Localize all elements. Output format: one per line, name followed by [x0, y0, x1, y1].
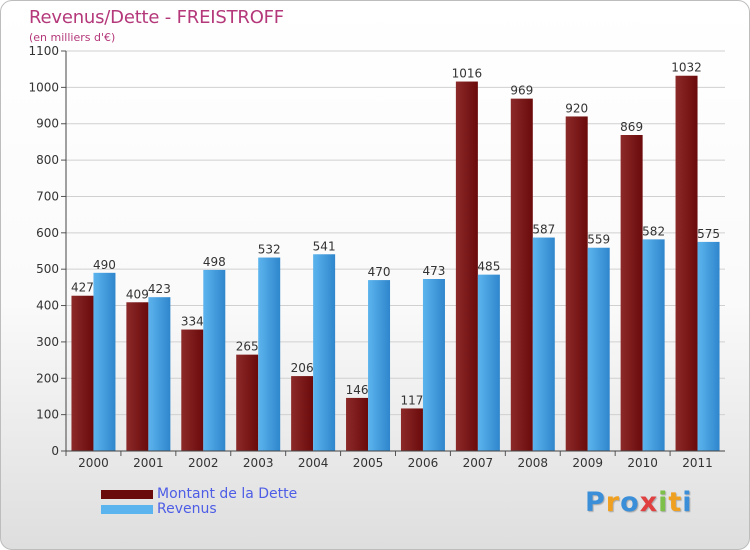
y-tick-label: 700: [36, 189, 59, 203]
logo-letter: i: [658, 487, 669, 518]
bar-revenus: [477, 274, 500, 451]
bars: [71, 75, 720, 452]
x-tick-label: 2002: [188, 456, 219, 470]
data-label: 334: [181, 315, 204, 329]
logo-letter: t: [668, 487, 683, 518]
data-label: 1016: [452, 67, 483, 81]
x-tick-label: 2010: [627, 456, 658, 470]
data-label: 117: [401, 393, 424, 407]
x-tick-label: 2005: [353, 456, 384, 470]
y-tick-label: 100: [36, 408, 59, 422]
y-tick-label: 1000: [28, 80, 59, 94]
bar-revenus: [587, 247, 610, 451]
bar-revenus: [532, 237, 555, 451]
legend-swatch-dette: [101, 490, 153, 499]
bar-dette: [565, 116, 588, 452]
bar-dette: [126, 302, 149, 451]
x-tick-label: 2009: [572, 456, 603, 470]
y-axis-ticks: 0 100 200 300 400 500 600 700 800 900 1000 1100: [28, 44, 66, 458]
logo-letter: x: [639, 487, 659, 518]
data-label: 423: [148, 282, 171, 296]
data-label: 265: [236, 340, 259, 354]
bar-dette: [236, 354, 259, 451]
bar-dette: [400, 408, 423, 451]
bar-dette: [510, 98, 533, 452]
proxiti-logo: Proxiti: [585, 487, 693, 518]
logo-letter: P: [585, 487, 606, 518]
data-label: 470: [368, 265, 391, 279]
bar-dette: [346, 397, 369, 451]
data-label: 206: [291, 361, 314, 375]
data-label: 575: [697, 227, 720, 241]
y-tick-label: 300: [36, 335, 59, 349]
data-label: 490: [93, 258, 116, 272]
data-labels: 427 490 409 423 334 498 265 532 206 541 146 470 117 4…: [71, 61, 720, 408]
data-label: 409: [126, 287, 149, 301]
bar-dette: [291, 376, 314, 451]
y-tick-label: 500: [36, 262, 59, 276]
grid-lines: [66, 50, 725, 452]
legend-swatch-revenus: [101, 505, 153, 514]
x-tick-label: 2008: [518, 456, 549, 470]
y-tick-label: 0: [51, 444, 59, 458]
data-label: 498: [203, 255, 226, 269]
axes: [65, 51, 725, 452]
bar-revenus: [642, 239, 665, 451]
bar-revenus: [258, 257, 281, 451]
data-label: 1032: [671, 61, 702, 75]
bar-revenus: [697, 241, 720, 451]
data-label: 541: [313, 239, 336, 253]
y-tick-label: 200: [36, 371, 59, 385]
y-tick-label: 1100: [28, 44, 59, 58]
x-tick-label: 2007: [463, 456, 494, 470]
data-label: 146: [346, 383, 369, 397]
x-axis-ticks: 2000 2001 2002 2003 2004 2005 2006 2007 2008 2009…: [65, 451, 713, 470]
logo-letter: r: [605, 487, 621, 518]
x-tick-label: 2003: [243, 456, 274, 470]
bar-revenus: [203, 269, 226, 451]
x-tick-label: 2001: [133, 456, 164, 470]
x-tick-label: 2000: [78, 456, 109, 470]
y-tick-label: 400: [36, 299, 59, 313]
legend-label-revenus: Revenus: [157, 501, 217, 517]
logo-letter: i: [682, 487, 693, 518]
bar-revenus: [313, 254, 336, 451]
bar-dette: [455, 81, 478, 451]
data-label: 582: [642, 224, 665, 238]
data-label: 587: [532, 223, 555, 237]
data-label: 969: [510, 84, 533, 98]
x-tick-label: 2011: [682, 456, 713, 470]
data-label: 920: [565, 101, 588, 115]
bar-dette: [71, 295, 94, 451]
x-tick-label: 2006: [408, 456, 439, 470]
bar-dette: [620, 135, 643, 451]
y-tick-label: 900: [36, 117, 59, 131]
data-label: 473: [423, 264, 446, 278]
data-label: 532: [258, 243, 281, 257]
data-label: 869: [620, 120, 643, 134]
data-label: 427: [71, 281, 94, 295]
y-tick-label: 600: [36, 226, 59, 240]
bar-revenus: [148, 297, 171, 451]
logo-letter: o: [620, 487, 640, 518]
bar-dette: [181, 329, 204, 451]
bar-revenus: [368, 280, 391, 451]
data-label: 559: [587, 233, 610, 247]
bar-revenus: [422, 279, 445, 451]
chart-subtitle: (en milliers d'€): [29, 31, 116, 44]
bar-dette: [675, 75, 698, 452]
chart-title: Revenus/Dette - FREISTROFF: [29, 7, 284, 28]
bar-revenus: [93, 272, 116, 451]
x-tick-label: 2004: [298, 456, 329, 470]
y-tick-label: 800: [36, 153, 59, 167]
data-label: 485: [477, 260, 500, 274]
legend-label-dette: Montant de la Dette: [157, 486, 298, 502]
